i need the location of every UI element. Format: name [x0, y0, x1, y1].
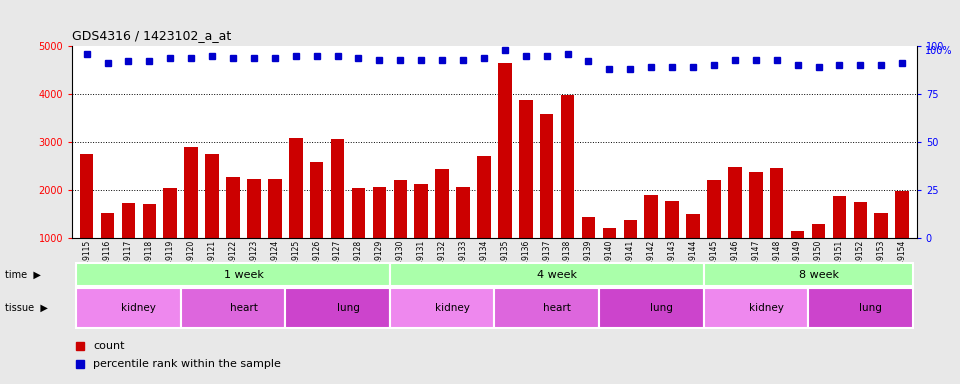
Text: 8 week: 8 week: [799, 270, 838, 280]
Bar: [390, 288, 494, 328]
Text: 100%: 100%: [925, 46, 952, 56]
Bar: [853, 202, 867, 238]
Text: 4 week: 4 week: [538, 270, 577, 280]
Bar: [289, 138, 302, 238]
Text: count: count: [93, 341, 125, 351]
Bar: [122, 203, 135, 238]
Text: 1 week: 1 week: [224, 270, 263, 280]
Bar: [310, 162, 324, 238]
Bar: [372, 187, 386, 238]
Bar: [477, 157, 491, 238]
Text: kidney: kidney: [435, 303, 470, 313]
Text: kidney: kidney: [122, 303, 156, 313]
Bar: [791, 231, 804, 238]
Bar: [76, 288, 180, 328]
Bar: [394, 180, 407, 238]
Bar: [561, 95, 574, 238]
Bar: [163, 188, 177, 238]
Bar: [351, 188, 365, 238]
Bar: [456, 187, 469, 238]
Text: percentile rank within the sample: percentile rank within the sample: [93, 359, 281, 369]
Text: kidney: kidney: [749, 303, 783, 313]
Bar: [390, 263, 704, 286]
Bar: [494, 288, 599, 328]
Bar: [708, 180, 721, 238]
Bar: [247, 179, 261, 238]
Bar: [76, 263, 390, 286]
Text: tissue  ▶: tissue ▶: [5, 303, 48, 313]
Bar: [896, 191, 909, 238]
Bar: [331, 139, 345, 238]
Bar: [624, 220, 637, 238]
Text: lung: lung: [650, 303, 673, 313]
Bar: [268, 179, 281, 238]
Bar: [184, 147, 198, 238]
Bar: [665, 200, 679, 238]
Bar: [599, 288, 704, 328]
Bar: [498, 63, 512, 238]
Bar: [227, 177, 240, 238]
Bar: [770, 168, 783, 238]
Bar: [415, 184, 428, 238]
Bar: [808, 288, 913, 328]
Bar: [875, 213, 888, 238]
Text: lung: lung: [337, 303, 359, 313]
Bar: [143, 204, 156, 238]
Bar: [812, 223, 826, 238]
Text: time  ▶: time ▶: [5, 270, 40, 280]
Bar: [644, 195, 658, 238]
Bar: [540, 114, 554, 238]
Bar: [101, 213, 114, 238]
Bar: [832, 196, 846, 238]
Bar: [435, 169, 449, 238]
Bar: [582, 217, 595, 238]
Bar: [285, 288, 390, 328]
Bar: [519, 100, 533, 238]
Text: lung: lung: [859, 303, 882, 313]
Bar: [603, 228, 616, 238]
Text: heart: heart: [229, 303, 257, 313]
Bar: [749, 172, 762, 238]
Bar: [704, 263, 913, 286]
Text: GDS4316 / 1423102_a_at: GDS4316 / 1423102_a_at: [72, 29, 231, 42]
Bar: [728, 167, 742, 238]
Bar: [80, 154, 93, 238]
Bar: [205, 154, 219, 238]
Bar: [180, 288, 285, 328]
Bar: [704, 288, 808, 328]
Bar: [686, 214, 700, 238]
Text: heart: heart: [543, 303, 571, 313]
